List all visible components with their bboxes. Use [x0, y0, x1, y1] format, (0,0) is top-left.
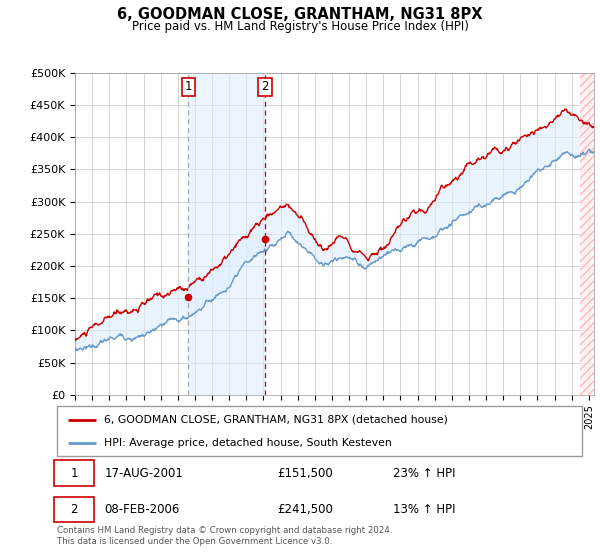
Text: Contains HM Land Registry data © Crown copyright and database right 2024.
This d: Contains HM Land Registry data © Crown c…: [57, 526, 392, 546]
Text: 23% ↑ HPI: 23% ↑ HPI: [393, 467, 455, 480]
FancyBboxPatch shape: [55, 497, 94, 522]
Text: 6, GOODMAN CLOSE, GRANTHAM, NG31 8PX: 6, GOODMAN CLOSE, GRANTHAM, NG31 8PX: [117, 7, 483, 22]
Text: 08-FEB-2006: 08-FEB-2006: [104, 503, 179, 516]
Text: Price paid vs. HM Land Registry's House Price Index (HPI): Price paid vs. HM Land Registry's House …: [131, 20, 469, 32]
Text: 13% ↑ HPI: 13% ↑ HPI: [393, 503, 455, 516]
Text: 1: 1: [185, 81, 192, 94]
Text: 2: 2: [70, 503, 78, 516]
Text: 2: 2: [262, 81, 269, 94]
Text: 1: 1: [70, 467, 78, 480]
FancyBboxPatch shape: [55, 460, 94, 486]
Text: £151,500: £151,500: [277, 467, 333, 480]
FancyBboxPatch shape: [57, 406, 582, 456]
Text: 17-AUG-2001: 17-AUG-2001: [104, 467, 183, 480]
Text: 6, GOODMAN CLOSE, GRANTHAM, NG31 8PX (detached house): 6, GOODMAN CLOSE, GRANTHAM, NG31 8PX (de…: [104, 414, 448, 424]
Text: HPI: Average price, detached house, South Kesteven: HPI: Average price, detached house, Sout…: [104, 438, 392, 448]
Text: £241,500: £241,500: [277, 503, 334, 516]
Bar: [188, 73, 265, 395]
